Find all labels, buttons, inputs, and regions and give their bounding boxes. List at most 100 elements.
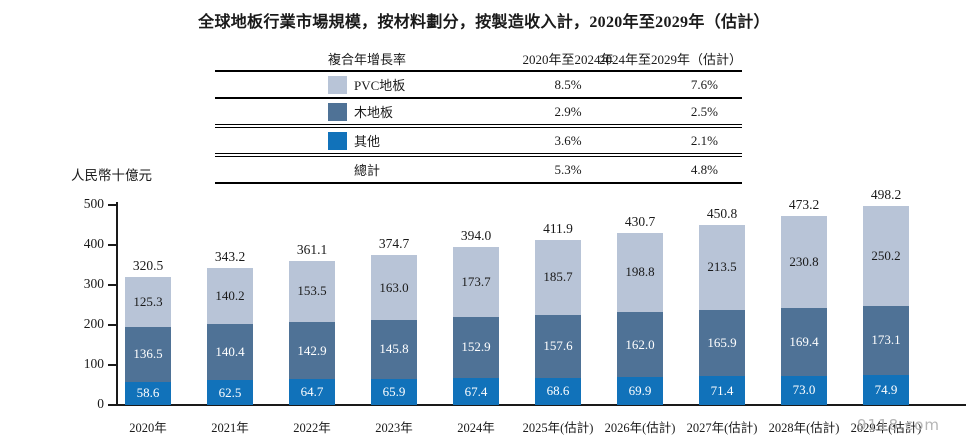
bar-segment: 67.4: [453, 378, 499, 405]
y-axis-line: [116, 202, 118, 406]
segment-value-label: 157.6: [543, 338, 573, 354]
segment-value-label: 68.6: [546, 383, 570, 399]
segment-value-label: 140.2: [215, 287, 245, 303]
y-tick-label: 300: [83, 276, 104, 291]
bar-segment: 169.4: [781, 308, 827, 376]
segment-value-label: 185.7: [543, 269, 573, 285]
bar-total-label: 374.7: [378, 236, 410, 252]
legend-label: 其他: [354, 134, 381, 149]
bar-segment: 230.8: [781, 215, 827, 309]
bar-segment: 153.5: [289, 260, 335, 322]
y-tick-label: 200: [83, 316, 104, 331]
bar-total-label: 394.0: [460, 228, 492, 244]
bar-segment: 145.8: [371, 320, 417, 379]
bar-total-label: 343.2: [214, 248, 246, 264]
bar-segment: 250.2: [863, 205, 909, 306]
cagr-row-label-cell: 木地板: [328, 99, 393, 124]
y-axis-tick: [108, 404, 116, 406]
y-tick-label: 0: [97, 396, 104, 411]
cagr-row-label-cell: PVC地板: [328, 72, 405, 97]
x-axis-line: [112, 404, 966, 406]
bar-segment: 68.6: [535, 377, 581, 405]
segment-value-label: 65.9: [382, 383, 406, 399]
segment-value-label: 173.7: [461, 274, 491, 290]
segment-value-label: 250.2: [871, 247, 901, 263]
legend-swatch: [328, 75, 347, 94]
segment-value-label: 198.8: [625, 264, 655, 280]
x-axis-label: 2025年(估計): [522, 421, 594, 435]
segment-value-label: 69.9: [628, 383, 652, 398]
cagr-value-2024-2029: 2.1%: [690, 132, 718, 148]
segment-value-label: 145.8: [379, 341, 409, 357]
segment-value-label: 58.6: [136, 385, 160, 401]
bar-segment: 165.9: [699, 310, 745, 377]
bar-total-label: 473.2: [788, 196, 820, 212]
segment-value-label: 73.0: [792, 382, 816, 398]
cagr-value-2020-2024: 2.9%: [554, 103, 582, 119]
segment-value-label: 152.9: [461, 339, 491, 355]
bar-segment: 185.7: [535, 240, 581, 315]
x-axis-label: 2022年: [293, 421, 331, 435]
bar-segment: 163.0: [371, 255, 417, 321]
bar-segment: 173.1: [863, 305, 909, 376]
cagr-row-label-cell: 其他: [328, 128, 380, 153]
y-tick-label: 500: [83, 196, 104, 211]
bar-segment: 69.9: [617, 377, 663, 405]
bar-total-label: 411.9: [543, 221, 573, 237]
y-axis-unit-label: 人民幣十億元: [71, 168, 152, 183]
bar-segment: 71.4: [699, 376, 745, 405]
bar-segment: 162.0: [617, 312, 663, 378]
cagr-row-label-cell: 總計: [328, 157, 380, 182]
bar-segment: 157.6: [535, 314, 581, 378]
cagr-value-2020-2024: 5.3%: [554, 161, 582, 177]
segment-value-label: 153.5: [297, 283, 327, 299]
segment-value-label: 230.8: [789, 253, 819, 269]
bar-segment: 125.3: [125, 276, 171, 327]
cagr-value-2020-2024: 8.5%: [554, 76, 582, 92]
cagr-table-row: PVC地板 8.5% 7.6%: [215, 72, 742, 99]
bar-total-label: 498.2: [870, 186, 902, 202]
bar-segment: 213.5: [699, 224, 745, 311]
y-axis-tick: [108, 324, 116, 326]
segment-value-label: 140.4: [215, 343, 245, 359]
y-tick-label: 100: [83, 356, 104, 371]
bar-segment: 140.4: [207, 323, 253, 380]
bar-segment: 74.9: [863, 375, 909, 405]
segment-value-label: 142.9: [297, 342, 327, 358]
x-axis-label: 2029年(估計): [850, 421, 922, 435]
bar-segment: 142.9: [289, 321, 335, 380]
segment-value-label: 62.5: [218, 384, 242, 400]
segment-value-label: 125.3: [133, 293, 163, 309]
bar-segment: 152.9: [453, 316, 499, 379]
bar-segment: 64.7: [289, 379, 335, 405]
cagr-value-2020-2024: 3.6%: [554, 132, 582, 148]
cagr-value-2024-2029: 4.8%: [690, 161, 718, 177]
legend-label: 總計: [354, 163, 381, 178]
cagr-value-2024-2029: 7.6%: [690, 76, 718, 92]
x-axis-label: 2027年(估計): [686, 421, 758, 435]
cagr-header-period-2020-2024: 2020年至2024年: [522, 52, 614, 67]
segment-value-label: 169.4: [789, 333, 819, 349]
x-axis-label: 2023年: [375, 421, 413, 435]
cagr-table-body: PVC地板 8.5% 7.6% 木地板 2.9% 2.5% 其他 3.6% 2.1% 總計 5.3%…: [215, 72, 742, 184]
cagr-table-row: 其他 3.6% 2.1%: [215, 128, 742, 157]
cagr-header-metric: 複合年增長率: [328, 52, 407, 67]
bar-segment: 198.8: [617, 232, 663, 313]
legend-label: PVC地板: [354, 78, 406, 93]
bar-total-label: 361.1: [296, 241, 328, 257]
y-axis-tick: [108, 244, 116, 246]
cagr-table-row: 木地板 2.9% 2.5%: [215, 99, 742, 128]
legend-swatch: [328, 131, 347, 150]
segment-value-label: 71.4: [710, 382, 734, 398]
bar-total-label: 450.8: [706, 205, 738, 221]
cagr-table-row: 總計 5.3% 4.8%: [215, 157, 742, 184]
bar-segment: 62.5: [207, 380, 253, 405]
segment-value-label: 162.0: [625, 336, 655, 352]
watermark: 9118.com: [857, 416, 940, 434]
bar-total-label: 320.5: [132, 257, 164, 273]
segment-value-label: 67.4: [464, 383, 488, 399]
cagr-table-header: 複合年增長率 2020年至2024年 2024年至2029年（估計）: [215, 47, 742, 72]
x-axis-label: 2021年: [211, 421, 249, 435]
